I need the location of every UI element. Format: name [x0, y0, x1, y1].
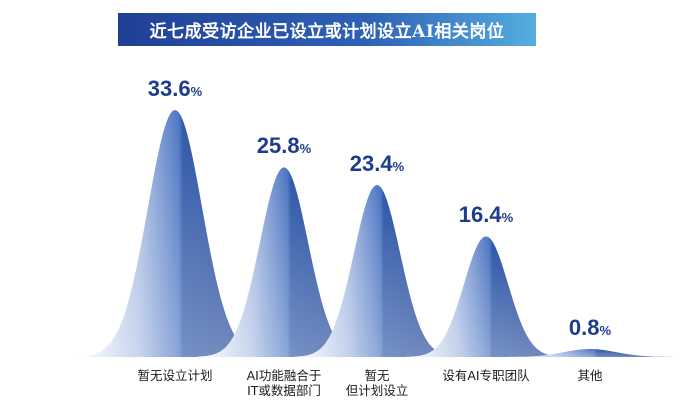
- peak-4-shade: [406, 236, 566, 357]
- value-unit: %: [599, 323, 612, 338]
- category-label-5: 其他: [577, 368, 602, 383]
- value-label-1: 33.6%: [148, 76, 202, 102]
- value-unit: %: [501, 210, 514, 226]
- category-label-line: 暂无设立计划: [137, 368, 213, 383]
- category-label-line: AI功能融合于: [246, 368, 322, 383]
- value-label-2: 25.8%: [257, 133, 311, 159]
- value-label-5: 0.8%: [569, 315, 611, 341]
- value-label-3: 23.4%: [350, 151, 404, 177]
- value-number: 0.8: [568, 315, 600, 340]
- value-label-4: 16.4%: [459, 202, 513, 228]
- category-label-line: 但计划设立: [345, 383, 409, 398]
- value-number: 33.6: [147, 76, 191, 102]
- category-label-2: AI功能融合于 IT或数据部门: [247, 368, 322, 398]
- category-label-4: 设有AI专职团队: [442, 368, 529, 383]
- category-label-line: 设有AI专职团队: [442, 368, 530, 383]
- category-label-3: 暂无 但计划设立: [346, 368, 409, 398]
- value-number: 23.4: [349, 151, 393, 176]
- peak-1-shade: [77, 110, 273, 357]
- value-unit: %: [299, 141, 312, 157]
- category-label-1: 暂无设立计划: [137, 368, 212, 383]
- peak-5-shade: [496, 349, 684, 357]
- value-unit: %: [392, 159, 405, 174]
- chart-title-banner: 近七成受访企业已设立或计划设立AI相关岗位: [118, 13, 536, 46]
- value-unit: %: [190, 84, 203, 100]
- category-label-line: IT或数据部门: [247, 383, 321, 398]
- category-label-line: 其他: [577, 368, 603, 383]
- peak-3-shade: [294, 185, 460, 357]
- category-label-line: 暂无: [364, 368, 390, 383]
- peak-2-shade: [197, 167, 371, 357]
- value-number: 25.8: [256, 133, 300, 159]
- value-number: 16.4: [458, 202, 502, 228]
- chart-title: 近七成受访企业已设立或计划设立AI相关岗位: [149, 22, 505, 42]
